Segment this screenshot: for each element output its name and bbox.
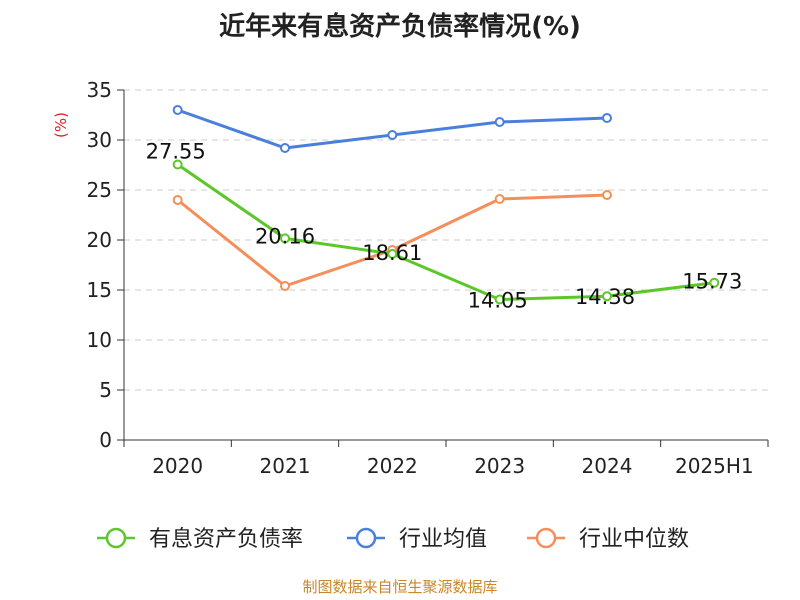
data-point: [172, 159, 183, 170]
data-label: 15.73: [682, 270, 742, 294]
data-point: [709, 277, 720, 288]
y-tick-label: 5: [99, 378, 112, 402]
legend-label: 行业中位数: [579, 527, 689, 552]
series-line: [177, 108, 608, 150]
data-point: [387, 248, 398, 259]
data-label: 18.61: [362, 241, 422, 265]
x-tick-label: 2023: [474, 454, 525, 478]
legend-swatch-marker: [535, 527, 557, 549]
grid-lines: [124, 89, 768, 391]
x-tick-label: 2025H1: [675, 454, 754, 478]
legend: 有息资产负债率 行业均值 行业中位数: [97, 527, 689, 552]
data-labels: 27.55 20.16 18.61 14.05 14.38 15.73: [146, 140, 743, 313]
x-tick-label: 2024: [582, 454, 633, 478]
data-point: [602, 113, 612, 123]
data-point: [280, 281, 290, 291]
data-label: 27.55: [146, 140, 206, 164]
data-label: 20.16: [255, 224, 315, 248]
legend-label: 行业均值: [399, 527, 487, 552]
legend-swatch-marker: [355, 527, 377, 549]
y-tick-label: 0: [99, 428, 112, 452]
x-tick-label: 2021: [260, 454, 311, 478]
chart-title: 近年来有息资产负债率情况(%): [219, 12, 581, 42]
legend-swatch-marker: [105, 527, 127, 549]
y-tick-label: 30: [87, 128, 112, 152]
data-point: [387, 130, 398, 140]
data-label: 14.38: [575, 285, 635, 309]
axes: 0 5 10 15 20 25 30 35 2020 2021 2022 2023 2024 2025H1: [87, 78, 769, 478]
y-axis-unit-label: (%): [52, 112, 70, 138]
legend-label: 有息资产负债率: [149, 527, 303, 552]
data-point: [280, 143, 290, 153]
y-tick-label: 35: [87, 78, 112, 102]
data-point: [172, 195, 183, 205]
y-tick-label: 25: [87, 178, 112, 202]
data-point: [280, 233, 290, 244]
data-point: [172, 105, 183, 115]
data-point: [602, 291, 612, 302]
x-tick-label: 2022: [367, 454, 418, 478]
y-tick-label: 15: [87, 278, 112, 302]
data-point: [494, 117, 505, 127]
data-point: [494, 294, 505, 305]
series-lines: [172, 105, 720, 305]
data-point: [602, 190, 612, 200]
data-point: [494, 194, 505, 204]
data-label: 14.05: [468, 289, 528, 313]
x-tick-label: 2020: [152, 454, 203, 478]
y-tick-label: 10: [87, 328, 112, 352]
y-tick-label: 20: [87, 228, 112, 252]
chart-source: 制图数据来自恒生聚源数据库: [302, 578, 498, 596]
series-line: [176, 163, 715, 301]
